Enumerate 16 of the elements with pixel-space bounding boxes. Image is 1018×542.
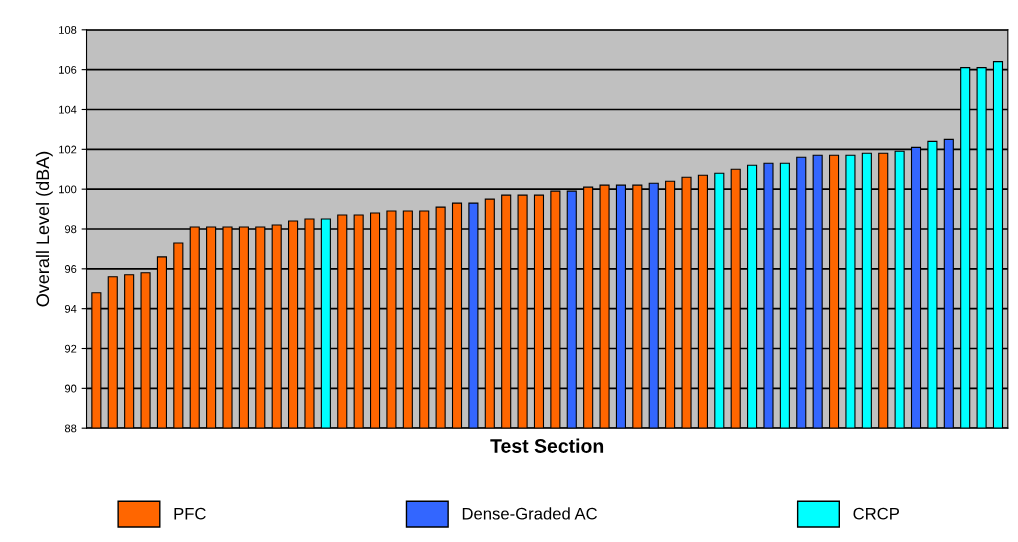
y-tick-label: 94 (64, 304, 77, 313)
y-axis-title: Overall Level (dBA) (35, 151, 53, 307)
legend-label: PFC (174, 507, 206, 520)
legend-label: CRCP (853, 507, 899, 520)
y-tick-label: 100 (59, 185, 77, 194)
y-tick-label: 88 (64, 424, 77, 433)
y-tick-label: 92 (64, 344, 77, 353)
y-tick-label: 90 (64, 384, 77, 393)
x-axis-title: Test Section (490, 438, 604, 453)
y-tick-label: 108 (59, 26, 77, 34)
y-tick-label: 96 (64, 265, 77, 273)
y-tick-label: 98 (64, 225, 77, 234)
legend-label: Dense-Graded AC (462, 507, 598, 520)
y-tick-label: 104 (59, 105, 77, 114)
y-tick-label: 106 (59, 65, 77, 74)
y-tick-label: 102 (59, 145, 77, 154)
